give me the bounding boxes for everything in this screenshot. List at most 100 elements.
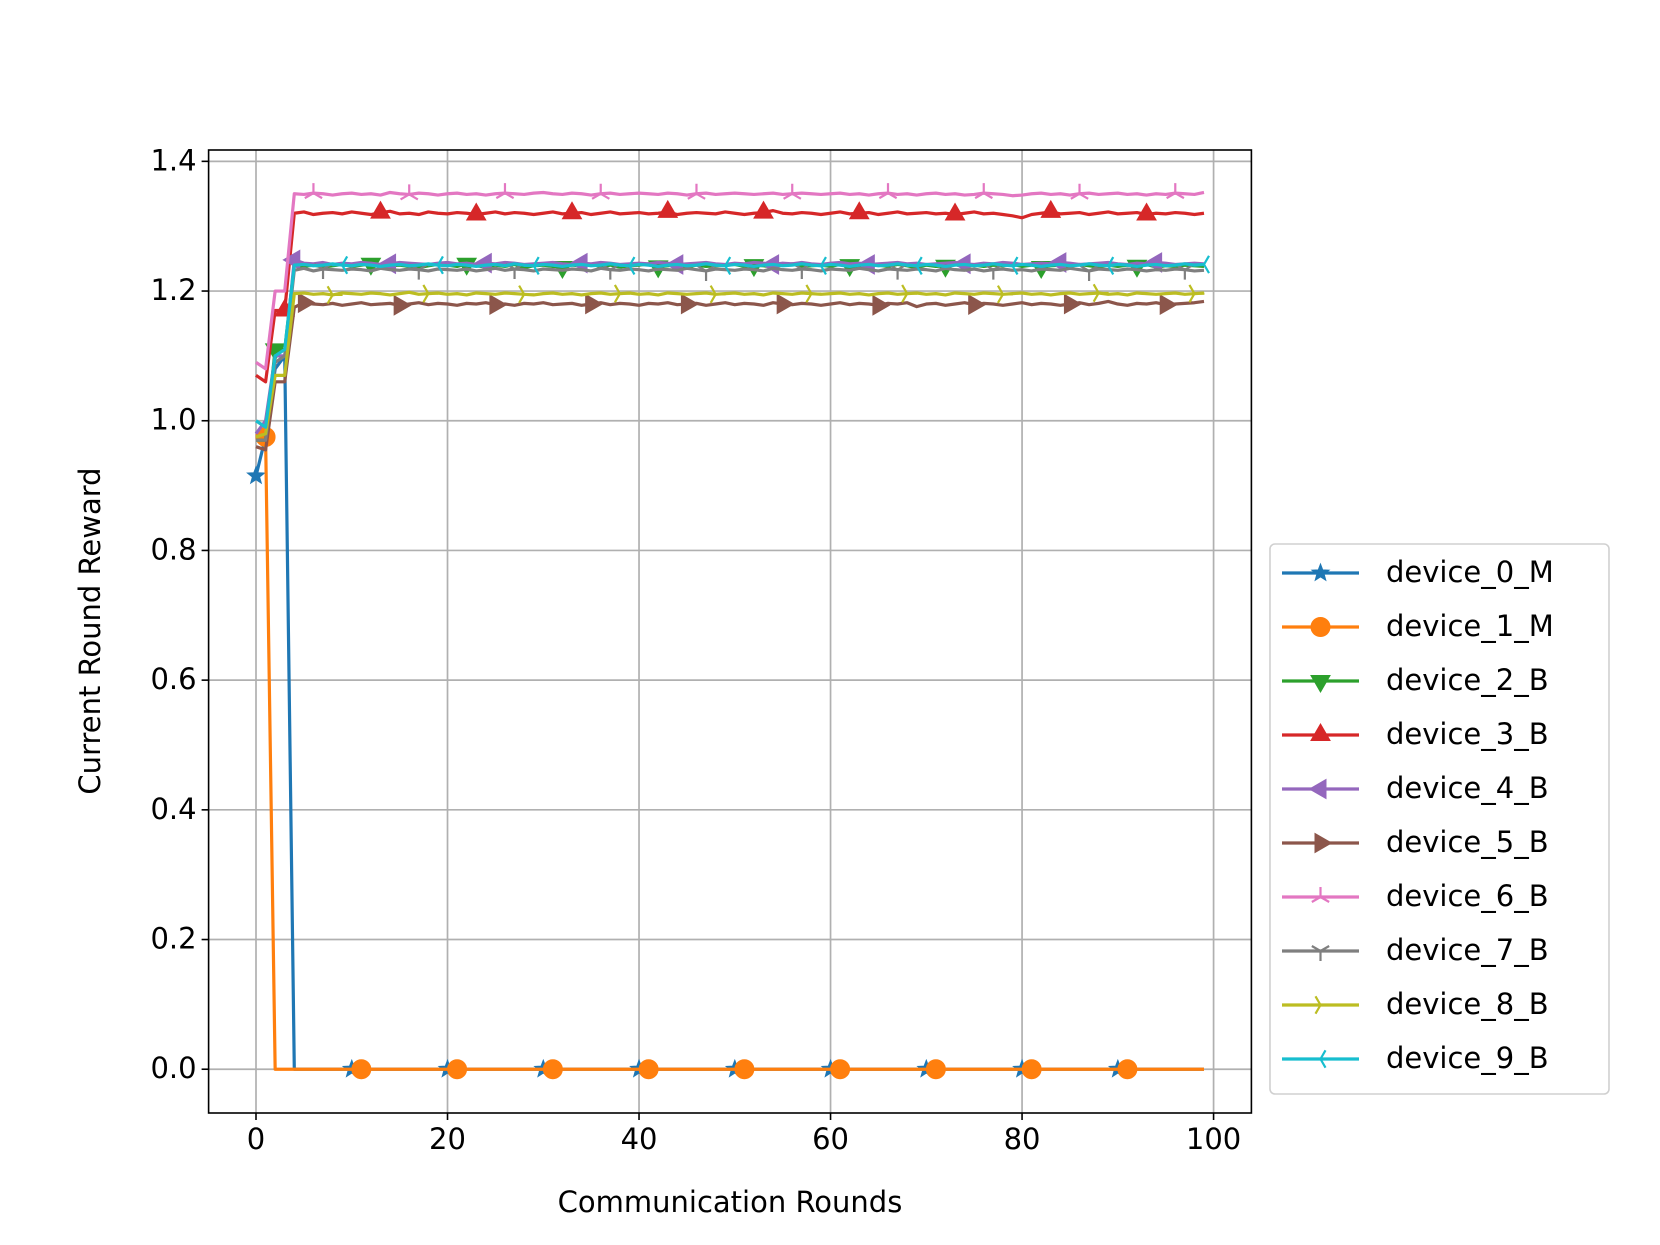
y-tick-label: 0.0 [150,1051,196,1085]
series [255,292,1205,452]
marker [1136,202,1157,221]
marker [805,284,822,303]
marker [304,183,323,200]
marker [447,1059,468,1080]
marker [489,294,508,316]
marker [830,1059,851,1080]
marker [1314,832,1333,854]
series [255,183,1205,371]
x-tick-label: 100 [1186,1122,1241,1156]
legend-label: device_1_M [1386,609,1554,643]
y-tick-label: 0.8 [150,532,196,566]
x-tick-label: 20 [429,1122,466,1156]
marker [542,1059,563,1080]
marker [1159,294,1178,316]
marker [1063,293,1082,315]
marker [351,1059,372,1080]
marker [1310,617,1331,637]
line [255,299,1205,452]
marker [246,465,266,485]
marker [613,284,630,303]
marker [715,256,732,275]
legend-label: device_5_B [1386,825,1549,859]
line [256,266,1205,442]
legend-label: device_3_B [1386,717,1549,751]
series [255,426,1204,1080]
marker [619,256,636,275]
marker [561,201,583,220]
marker [400,184,419,201]
line [255,209,1205,384]
marker [810,256,827,275]
y-tick-label: 0.4 [150,792,196,826]
legend: device_0_M device_1_M device_2_B device_3_B… [1269,543,1610,1095]
marker [1314,995,1331,1015]
marker [332,255,349,275]
marker [422,284,439,303]
line [255,290,1205,439]
x-tick-label: 80 [1004,1122,1041,1156]
x-tick-label: 60 [812,1122,849,1156]
marker [1144,252,1163,273]
series [255,199,1205,384]
line [255,190,1205,371]
series [246,354,1204,1078]
marker [848,201,870,220]
marker [518,285,535,304]
series [255,255,1210,429]
marker [888,263,907,280]
marker [1021,1059,1042,1080]
y-tick-label: 1.0 [150,403,196,437]
legend-label: device_7_B [1386,933,1549,967]
legend-label: device_6_B [1386,879,1549,913]
legend-label: device_0_M [1386,555,1554,589]
marker [925,1059,946,1080]
marker [1311,887,1330,903]
marker [601,263,620,280]
marker [906,256,923,275]
marker [696,264,716,281]
marker [1166,183,1185,200]
x-tick-label: 0 [247,1122,265,1156]
marker [1310,675,1331,693]
marker [1117,1059,1138,1080]
marker [495,183,515,200]
legend-label: device_9_B [1386,1041,1549,1075]
y-tick-label: 0.2 [150,922,196,956]
marker [1311,945,1330,961]
marker [1310,723,1331,741]
y-tick-label: 1.2 [150,273,196,307]
marker [984,263,1003,280]
marker [591,183,610,200]
marker [326,285,343,305]
marker [753,200,774,219]
marker [996,285,1013,304]
marker [1308,778,1327,800]
marker [944,202,966,221]
plot-frame [207,149,1253,1114]
marker [1092,283,1109,303]
marker [878,183,898,200]
x-tick-label: 40 [621,1122,658,1156]
series [256,257,1205,442]
marker [687,183,706,200]
marker [1175,263,1195,280]
marker [1098,256,1115,275]
y-axis-label: Current Round Reward [73,467,107,794]
marker [427,255,444,275]
marker [523,256,540,275]
marker [585,293,604,315]
series [254,249,1205,435]
marker [1079,264,1099,281]
marker [776,293,795,315]
legend-label: device_4_B [1386,771,1549,805]
marker [1310,562,1331,582]
marker [393,294,412,316]
marker [1040,199,1062,218]
marker [872,294,891,316]
y-tick-label: 1.4 [150,143,196,177]
x-axis-label: Communication Rounds [558,1185,903,1219]
line [255,432,1204,1071]
